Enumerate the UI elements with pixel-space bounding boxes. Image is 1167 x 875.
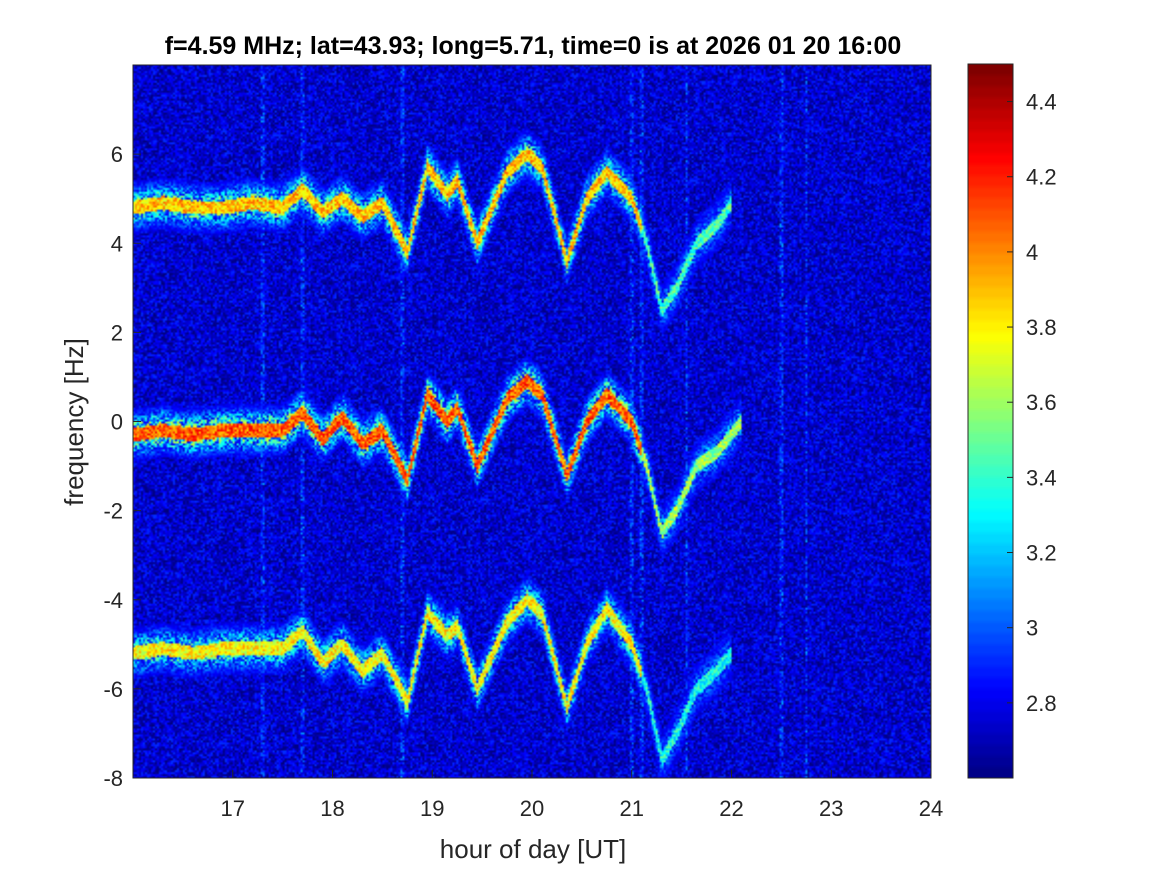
colorbar-tick-label: 3.2 <box>1026 541 1057 566</box>
x-tick-label: 23 <box>819 796 843 821</box>
y-tick-label: -2 <box>103 499 123 524</box>
colorbar-tick-label: 3.6 <box>1026 390 1057 415</box>
x-tick-label: 19 <box>420 796 444 821</box>
colorbar-ticks: 2.8 3 3.2 3.4 3.6 3.8 4 4.2 4.4 <box>1007 90 1057 716</box>
x-tick-label: 17 <box>221 796 245 821</box>
spectrogram-heatmap <box>133 65 931 778</box>
colorbar-tick-label: 3.4 <box>1026 465 1057 490</box>
colorbar-tick-label: 4 <box>1026 240 1038 265</box>
x-tick-label: 24 <box>919 796 943 821</box>
colorbar-tick-label: 3 <box>1026 616 1038 641</box>
y-tick-label: -6 <box>103 677 123 702</box>
chart-title: f=4.59 MHz; lat=43.93; long=5.71, time=0… <box>165 32 902 60</box>
y-tick-label: -8 <box>103 766 123 791</box>
x-axis: 17 18 19 20 21 22 23 24 <box>221 770 943 821</box>
colorbar-tick-label: 4.4 <box>1026 90 1057 115</box>
y-tick-label: 4 <box>111 231 123 256</box>
colorbar-gradient <box>968 64 1013 778</box>
colorbar-tick-label: 3.8 <box>1026 315 1057 340</box>
y-tick-label: -4 <box>103 588 123 613</box>
y-axis-label: frequency [Hz] <box>59 338 89 506</box>
x-tick-label: 21 <box>620 796 644 821</box>
x-tick-label: 18 <box>320 796 344 821</box>
colorbar-tick-label: 2.8 <box>1026 691 1057 716</box>
x-tick-label: 20 <box>520 796 544 821</box>
colorbar: 2.8 3 3.2 3.4 3.6 3.8 4 4.2 4.4 <box>967 63 1057 779</box>
y-axis: -8 -6 -4 -2 0 2 4 6 <box>103 142 141 791</box>
x-axis-label: hour of day [UT] <box>440 834 626 864</box>
colorbar-tick-label: 4.2 <box>1026 165 1057 190</box>
y-tick-label: 6 <box>111 142 123 167</box>
y-tick-label: 0 <box>111 410 123 435</box>
y-tick-label: 2 <box>111 320 123 345</box>
x-tick-label: 22 <box>719 796 743 821</box>
colorbar-frame <box>967 63 1014 779</box>
plot-area <box>132 64 932 779</box>
